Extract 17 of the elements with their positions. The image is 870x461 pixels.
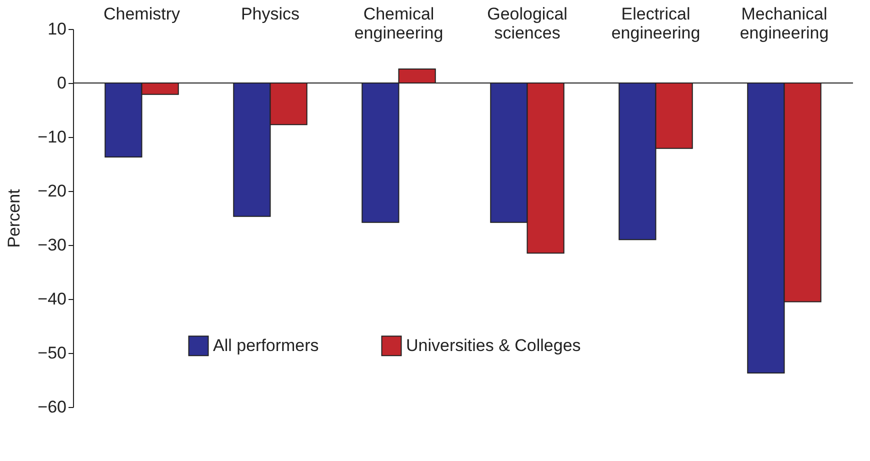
y-axis-title: Percent xyxy=(4,188,24,248)
x-tick-label: Chemistry xyxy=(103,4,180,24)
legend-label: Universities & Colleges xyxy=(406,336,581,355)
x-tick-label: Mechanical engineering xyxy=(740,4,829,42)
y-tick-label: −40 xyxy=(38,290,66,308)
y-tick-label: 0 xyxy=(57,74,66,92)
legend-label: All performers xyxy=(213,336,319,355)
y-tick-label: −20 xyxy=(38,182,66,200)
x-tick-label: Geological sciences xyxy=(487,4,568,42)
y-tick-label: 10 xyxy=(48,20,66,38)
y-tick-label: −50 xyxy=(38,344,66,362)
x-tick-label: Chemical engineering xyxy=(354,4,444,42)
x-tick-label: Physics xyxy=(240,4,300,24)
x-tick-label: Electrical engineering xyxy=(611,4,700,42)
y-tick-label: −30 xyxy=(38,236,66,254)
y-tick-label: −60 xyxy=(38,398,66,416)
y-tick-label: −10 xyxy=(38,128,66,146)
